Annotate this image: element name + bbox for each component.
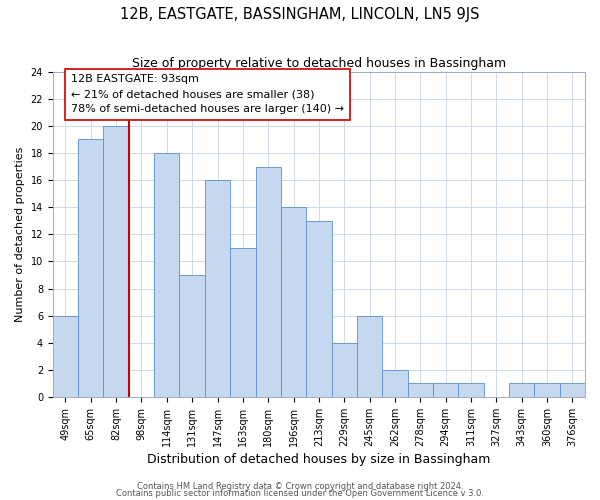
Bar (205, 180, 230, 397)
Bar (509, 384, 535, 397)
Text: 12B EASTGATE: 93sqm
← 21% of detached houses are smaller (38)
78% of semi-detach: 12B EASTGATE: 93sqm ← 21% of detached ho… (71, 74, 344, 114)
Text: Contains HM Land Registry data © Crown copyright and database right 2024.: Contains HM Land Registry data © Crown c… (137, 482, 463, 491)
X-axis label: Distribution of detached houses by size in Bassingham: Distribution of detached houses by size … (147, 453, 491, 466)
Bar (230, 248, 256, 397)
Title: Size of property relative to detached houses in Bassingham: Size of property relative to detached ho… (132, 58, 506, 70)
Bar (535, 384, 560, 397)
Bar (332, 342, 357, 397)
Bar (154, 153, 179, 397)
Bar (281, 207, 306, 397)
Bar (458, 384, 484, 397)
Bar (103, 126, 129, 397)
Text: 12B, EASTGATE, BASSINGHAM, LINCOLN, LN5 9JS: 12B, EASTGATE, BASSINGHAM, LINCOLN, LN5 … (120, 8, 480, 22)
Text: Contains public sector information licensed under the Open Government Licence v : Contains public sector information licen… (116, 489, 484, 498)
Bar (357, 316, 382, 397)
Bar (53, 316, 78, 397)
Bar (179, 275, 205, 397)
Bar (560, 384, 585, 397)
Bar (78, 140, 103, 397)
Bar (407, 384, 433, 397)
Bar (306, 221, 332, 397)
Bar (433, 384, 458, 397)
Bar (382, 370, 407, 397)
Bar (256, 166, 281, 397)
Y-axis label: Number of detached properties: Number of detached properties (15, 146, 25, 322)
